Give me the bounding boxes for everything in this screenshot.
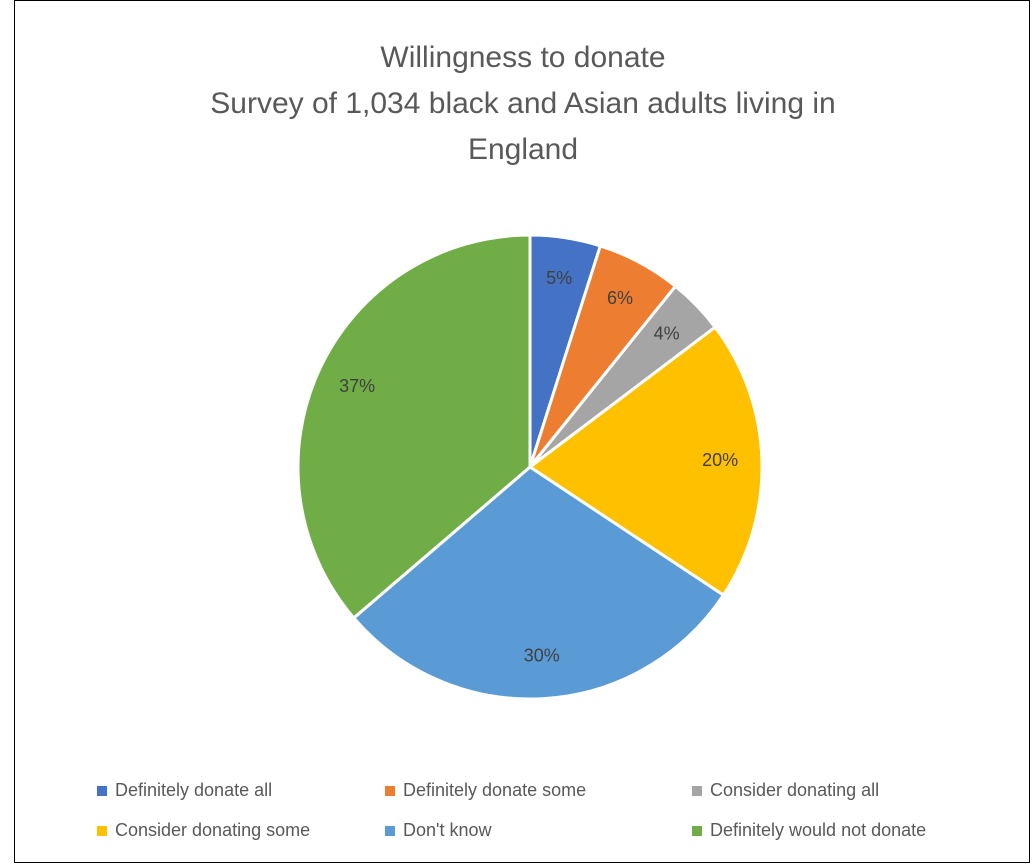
chart-title-line-3: England <box>467 133 579 166</box>
chart-title-line-2: Survey of 1,034 black and Asian adults l… <box>210 87 836 120</box>
pie-data-label-definitely-donate-some: 6% <box>607 288 633 308</box>
pie-slice-don-t-know <box>352 465 725 701</box>
pie-slice-definitely-would-not-donate <box>296 233 532 620</box>
pie-data-label-definitely-would-not-donate: 37% <box>339 376 375 396</box>
pie-slice-consider-donating-some <box>528 325 764 597</box>
chart-title-line-1: Willingness to donate <box>380 41 666 74</box>
pie-data-label-consider-donating-some: 20% <box>702 450 738 470</box>
pie-data-label-don-t-know: 30% <box>524 646 560 666</box>
chart-frame: Willingness to donate Survey of 1,034 bl… <box>14 0 1030 863</box>
pie-data-label-consider-donating-all: 4% <box>654 323 680 343</box>
chart-title: Willingness to donate Survey of 1,034 bl… <box>15 35 1031 173</box>
pie-data-label-definitely-donate-all: 5% <box>546 268 572 288</box>
pie-chart: 5% 6% 4% 20% 30% 37% <box>296 233 764 701</box>
